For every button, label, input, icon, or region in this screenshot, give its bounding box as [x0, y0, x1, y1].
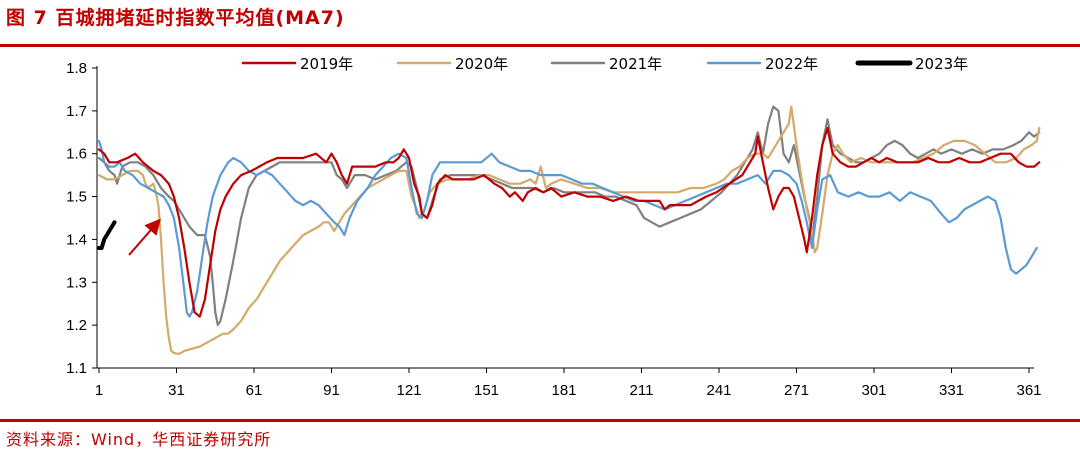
x-tick-label: 211	[630, 382, 654, 399]
legend-label-1: 2020年	[455, 55, 508, 73]
x-tick-label: 301	[861, 382, 886, 399]
x-tick-label: 1	[95, 382, 103, 399]
x-tick-label: 361	[1016, 382, 1041, 399]
x-tick-label: 121	[396, 382, 421, 399]
legend-label-4: 2023年	[915, 55, 968, 73]
y-tick-label: 1.7	[66, 103, 87, 120]
x-tick-label: 91	[323, 382, 340, 399]
y-tick-label: 1.3	[66, 274, 87, 291]
chart-annotation	[128, 218, 161, 256]
y-tick-label: 1.2	[66, 317, 87, 334]
annotation-arrow	[128, 218, 161, 256]
top-divider	[0, 44, 1080, 47]
y-tick-label: 1.4	[66, 231, 87, 248]
x-tick-label: 271	[784, 382, 809, 399]
y-tick-label: 1.1	[66, 360, 87, 377]
series-line-0	[97, 126, 1041, 318]
y-tick-label: 1.6	[66, 146, 87, 163]
x-tick-label: 181	[551, 382, 576, 399]
x-tick-label: 151	[474, 382, 499, 399]
x-tick-label: 241	[706, 382, 731, 399]
series-line-1	[97, 105, 1041, 355]
y-tick-label: 1.5	[66, 189, 87, 206]
chart-series	[97, 105, 1041, 355]
page-title: 图 7 百城拥堵延时指数平均值(MA7)	[6, 7, 345, 29]
series-line-3	[97, 139, 1038, 318]
series-line-2	[97, 105, 1041, 327]
line-chart: 1.1 1.2 1.3 1.4 1.5 1.6 1.7 1.8 1 31 61 91 121 151 181…	[66, 55, 1041, 399]
chart-axes: 1.1 1.2 1.3 1.4 1.5 1.6 1.7 1.8 1 31 61 91 121 151 181…	[66, 60, 1041, 399]
y-tick-label: 1.8	[66, 60, 87, 77]
source-note: 资料来源：Wind，华西证券研究所	[6, 430, 272, 449]
x-tick-label: 61	[246, 382, 263, 399]
chart-legend: 2019年 2020年 2021年 2022年 2023年	[241, 55, 968, 73]
legend-label-2: 2021年	[609, 55, 662, 73]
legend-label-3: 2022年	[765, 55, 818, 73]
x-tick-label: 331	[939, 382, 964, 399]
legend-label-0: 2019年	[300, 55, 353, 73]
x-tick-label: 31	[168, 382, 185, 399]
series-line-4	[97, 220, 117, 250]
bottom-divider	[0, 419, 1080, 422]
